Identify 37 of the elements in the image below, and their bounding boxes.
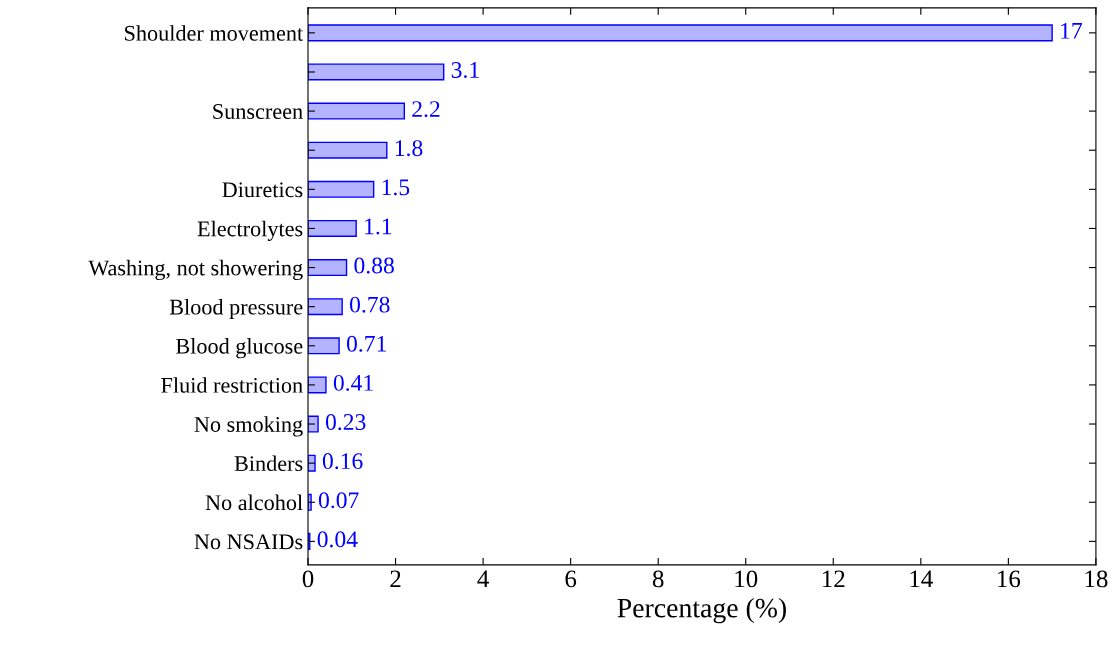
data-label: 17 (1061, 22, 1083, 39)
y-tick-label: Blood pressure (169, 298, 303, 320)
x-tick-label: 14 (910, 570, 933, 588)
data-label: 0.88 (354, 257, 394, 274)
y-tick-label: Fluid restriction (161, 377, 303, 393)
y-tick-label: No NSAIDs (194, 534, 303, 550)
data-label: 0.16 (322, 453, 363, 470)
x-tick-label: 12 (822, 570, 845, 588)
x-tick-label: 8 (652, 570, 664, 588)
data-label: 0.41 (333, 374, 373, 391)
x-tick-label: 6 (565, 570, 577, 588)
data-label: 0.23 (325, 414, 366, 431)
data-label: 0.78 (350, 296, 390, 313)
x-tick-label: 0 (302, 570, 314, 588)
y-tick-label: Shoulder movement (125, 25, 304, 41)
data-label: 0.04 (317, 531, 358, 548)
data-label: 0.07 (318, 492, 359, 509)
y-tick-label: Washing, not showering (88, 259, 303, 281)
y-tick-label: Diuretics (222, 182, 303, 198)
x-tick-label: 4 (477, 570, 489, 588)
x-tick-label: 18 (1085, 570, 1108, 588)
y-tick-label: Binders (234, 455, 303, 472)
x-tick-label: 10 (735, 570, 758, 588)
data-label: 0.71 (346, 335, 386, 352)
data-label: 3.1 (451, 62, 479, 78)
y-tick-label: Blood glucose (176, 338, 303, 359)
data-label: 1.5 (382, 179, 410, 196)
y-tick-label: Sunscreen (213, 104, 303, 120)
x-axis-title: Percentage (%) (617, 597, 786, 624)
data-label: 1.1 (365, 218, 392, 235)
data-label: 1.8 (395, 140, 423, 157)
y-tick-label: No smoking (194, 416, 303, 437)
y-tick-label: No alcohol (205, 494, 303, 511)
x-tick-label: 16 (998, 570, 1021, 588)
data-label: 2.2 (412, 101, 440, 118)
y-tick-label: Electrolytes (197, 220, 303, 241)
x-tick-label: 2 (390, 570, 401, 588)
